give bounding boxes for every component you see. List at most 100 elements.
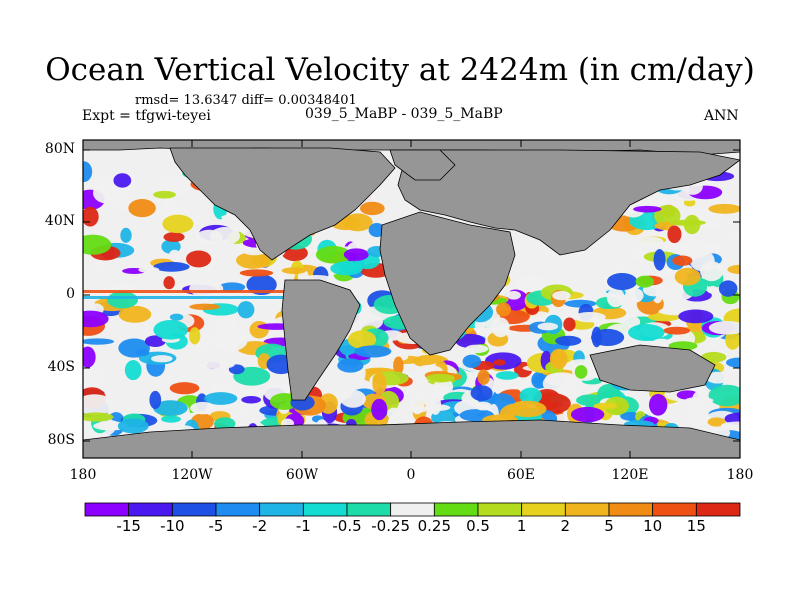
velocity-patch [161, 415, 181, 423]
velocity-patch [635, 275, 654, 288]
land-mask [83, 140, 740, 458]
colorbar-swatch [564, 502, 610, 517]
colorbar-swatch [390, 502, 435, 517]
land-mass [389, 149, 456, 181]
colorbar-label: 1 [516, 517, 527, 535]
colorbar-label: 15 [686, 517, 706, 535]
velocity-patch [204, 392, 238, 405]
equatorial-band [83, 290, 298, 293]
velocity-patch [354, 345, 392, 358]
velocity-patch [692, 391, 706, 409]
colorbar-swatch [652, 502, 697, 517]
velocity-patch [678, 309, 714, 324]
colorbar-swatch [695, 502, 741, 517]
velocity-patch [128, 199, 156, 218]
velocity-patch [552, 290, 571, 301]
colorbar-swatch [259, 502, 304, 517]
velocity-patch [246, 274, 277, 295]
velocity-patch [371, 398, 388, 421]
velocity-patch [720, 421, 740, 431]
velocity-patch [117, 418, 149, 434]
colorbar-swatch [346, 502, 392, 517]
velocity-patch [83, 412, 114, 422]
lon-label-60e: 60E [506, 467, 536, 483]
velocity-patch [162, 214, 194, 234]
lat-label-eq: 0 [66, 286, 75, 302]
velocity-patch [700, 351, 727, 363]
velocity-patch [563, 317, 576, 332]
velocity-patch [83, 394, 114, 416]
velocity-patch [228, 364, 245, 375]
velocity-patch [190, 401, 216, 415]
velocity-patch [496, 302, 512, 317]
velocity-patch [152, 206, 191, 217]
velocity-patch [249, 321, 269, 339]
velocity-patch [138, 266, 160, 273]
velocity-patch [218, 282, 246, 293]
velocity-patch [241, 396, 261, 404]
colorbar-label: -2 [252, 517, 268, 535]
land-mass [281, 279, 361, 401]
experiment-label: Expt = tfgwi-teyei [82, 108, 211, 124]
velocity-patch [118, 305, 152, 323]
velocity-patch [465, 344, 489, 354]
colorbar-label: 10 [643, 517, 663, 535]
colorbar-label: 0.5 [466, 517, 490, 535]
colorbar-swatch [302, 502, 348, 517]
lat-label-80s: 80S [47, 432, 75, 448]
velocity-patch [698, 214, 722, 230]
colorbar-label: -10 [160, 517, 185, 535]
colorbar-label: -0.25 [371, 517, 411, 535]
velocity-patch [705, 371, 730, 384]
velocity-patch [593, 402, 618, 410]
lon-label-60w: 60W [285, 467, 319, 483]
velocity-patch [113, 173, 132, 188]
lat-label-40s: 40S [47, 359, 75, 375]
velocity-patch [189, 303, 221, 311]
velocity-patch [107, 291, 139, 309]
velocity-patch [151, 355, 173, 363]
velocity-patch [637, 236, 664, 247]
velocity-patch [656, 197, 671, 206]
velocity-patch [607, 272, 638, 290]
colorbar-label: -15 [116, 517, 141, 535]
velocity-patch [239, 269, 274, 277]
colorbar-label: -5 [208, 517, 224, 535]
lat-label-40n: 40N [44, 213, 75, 229]
velocity-patch [708, 384, 740, 407]
season-label: ANN [704, 108, 739, 124]
velocity-patch [726, 231, 740, 241]
velocity-patch [83, 346, 96, 368]
velocity-patch [135, 348, 150, 357]
velocity-patch [708, 320, 740, 335]
velocity-patch [189, 280, 224, 297]
land-mass [589, 344, 716, 393]
velocity-patch [508, 400, 547, 418]
plot-title: Ocean Vertical Velocity at 2424m (in cm/… [45, 52, 755, 88]
velocity-patch [683, 214, 701, 235]
velocity-patch [570, 406, 605, 423]
velocity-patch [214, 417, 236, 431]
colorbar-swatch [171, 502, 217, 517]
velocity-patch [163, 276, 175, 290]
velocity-patch [83, 161, 93, 183]
velocity-patch [727, 264, 740, 274]
velocity-patch [519, 387, 542, 405]
velocity-patch [722, 218, 738, 228]
land-mass [83, 419, 740, 458]
colorbar-label: 5 [604, 517, 614, 535]
velocity-patch [343, 248, 369, 261]
velocity-patch [477, 369, 490, 385]
velocity-patch [153, 261, 190, 272]
velocity-patch [347, 330, 377, 349]
velocity-patch [667, 225, 682, 244]
velocity-patch [493, 359, 506, 366]
velocity-patch [386, 407, 401, 420]
velocity-patch [169, 313, 184, 321]
velocity-patch [209, 227, 241, 246]
velocity-patch [92, 257, 108, 274]
equatorial-band [83, 296, 298, 299]
lon-label-120e: 120E [611, 467, 649, 483]
land-mass [169, 147, 396, 261]
colorbar-swatch [608, 502, 654, 517]
